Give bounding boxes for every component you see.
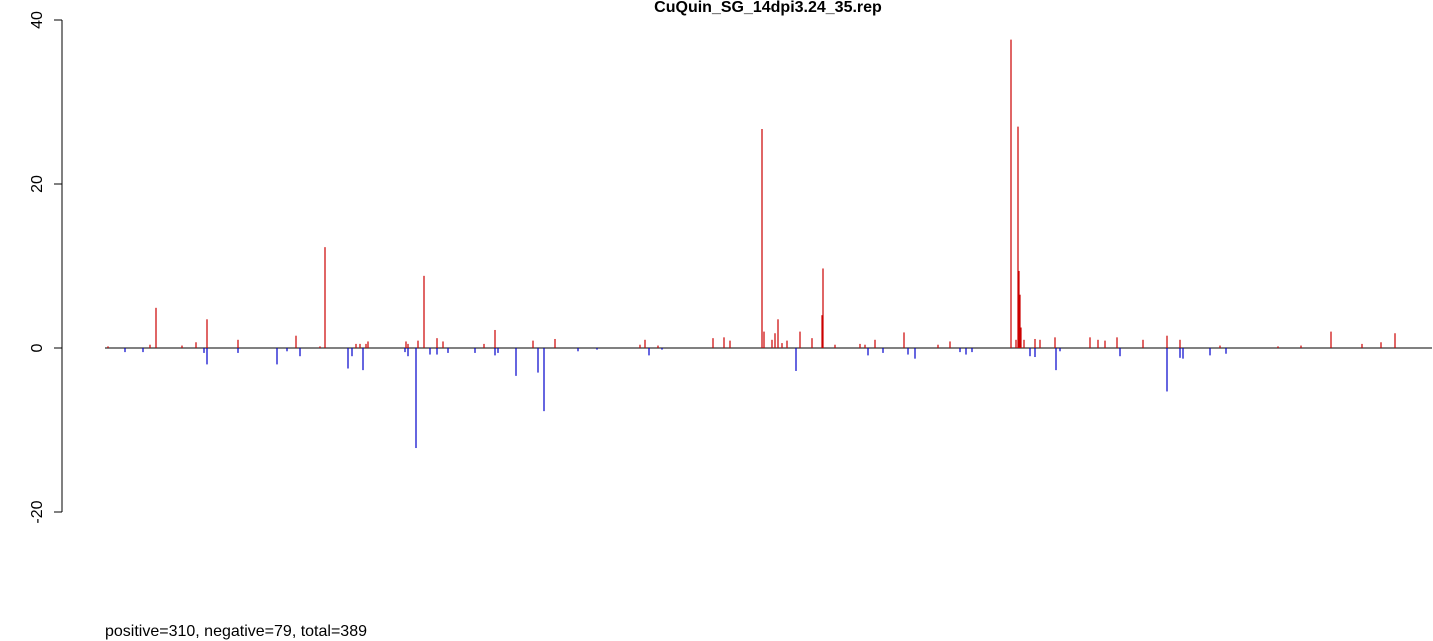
chart-title: CuQuin_SG_14dpi3.24_35.rep xyxy=(654,0,882,16)
footer: positive=310, negative=79, total=389 xyxy=(105,623,367,640)
y-tick-label: -20 xyxy=(29,500,46,523)
y-tick-label: 0 xyxy=(29,343,46,352)
y-tick-label: 40 xyxy=(29,11,46,29)
y-tick-label: 20 xyxy=(29,175,46,193)
